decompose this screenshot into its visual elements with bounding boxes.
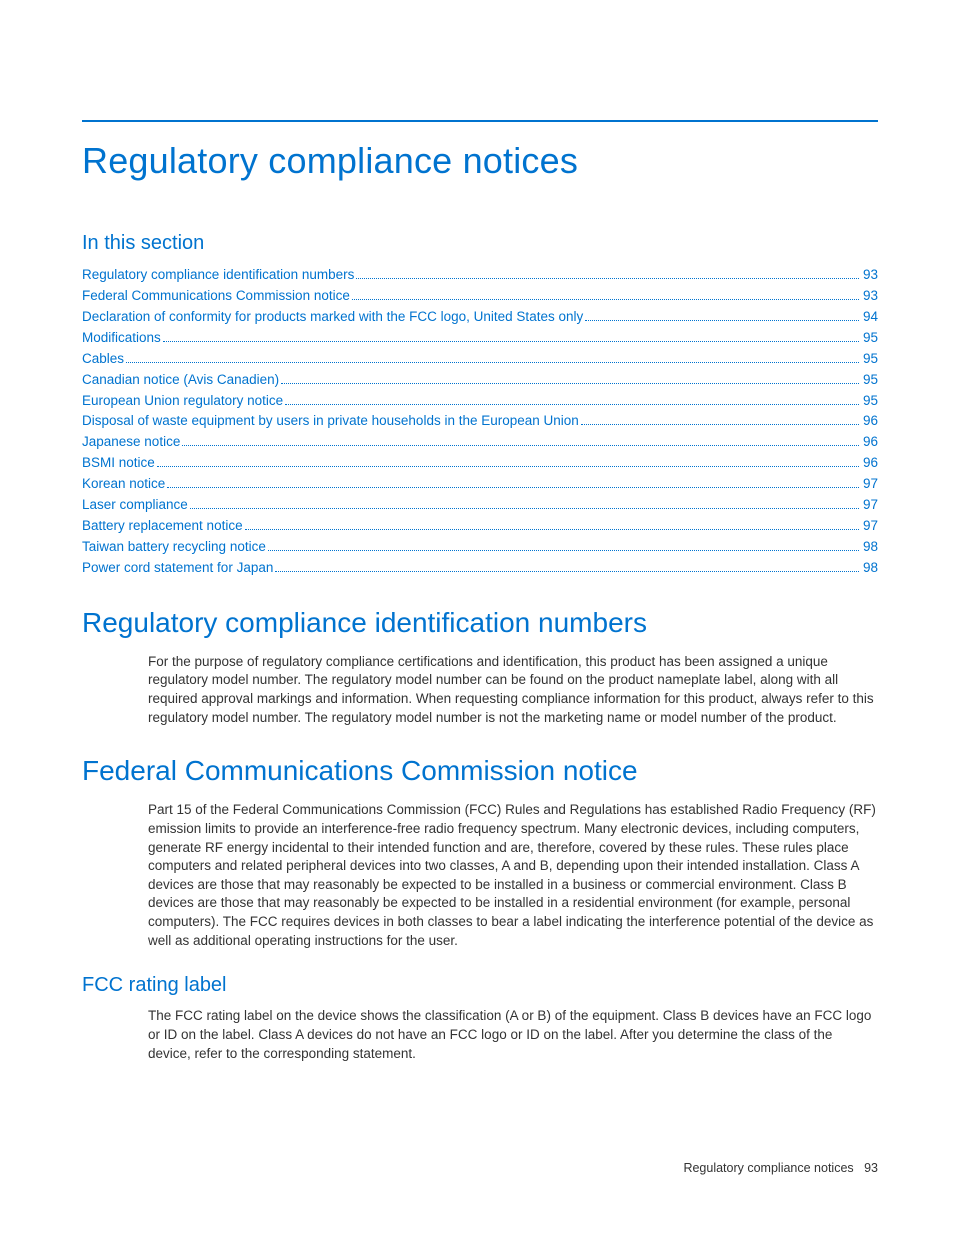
toc-label: Korean notice bbox=[82, 474, 165, 495]
toc-page-number: 96 bbox=[863, 411, 878, 432]
toc-row[interactable]: Canadian notice (Avis Canadien) 95 bbox=[82, 370, 878, 391]
toc-page-number: 93 bbox=[863, 265, 878, 286]
section-heading-fcc: Federal Communications Commission notice bbox=[82, 755, 878, 787]
toc-page-number: 95 bbox=[863, 391, 878, 412]
toc-row[interactable]: Korean notice 97 bbox=[82, 474, 878, 495]
toc-leader-dots bbox=[157, 466, 859, 467]
toc-leader-dots bbox=[182, 445, 859, 446]
toc-row[interactable]: Declaration of conformity for products m… bbox=[82, 307, 878, 328]
top-rule bbox=[82, 120, 878, 122]
toc-row[interactable]: Laser compliance 97 bbox=[82, 495, 878, 516]
toc-leader-dots bbox=[245, 529, 859, 530]
toc-leader-dots bbox=[285, 404, 859, 405]
toc-row[interactable]: Power cord statement for Japan 98 bbox=[82, 558, 878, 579]
toc-leader-dots bbox=[163, 341, 859, 342]
toc-page-number: 95 bbox=[863, 328, 878, 349]
toc-page-number: 97 bbox=[863, 495, 878, 516]
toc-leader-dots bbox=[281, 383, 859, 384]
toc-label: Modifications bbox=[82, 328, 161, 349]
toc-row[interactable]: Federal Communications Commission notice… bbox=[82, 286, 878, 307]
toc-row[interactable]: Disposal of waste equipment by users in … bbox=[82, 411, 878, 432]
toc-label: Power cord statement for Japan bbox=[82, 558, 273, 579]
toc-row[interactable]: Modifications 95 bbox=[82, 328, 878, 349]
toc-leader-dots bbox=[167, 487, 859, 488]
toc-label: Cables bbox=[82, 349, 124, 370]
toc-label: Japanese notice bbox=[82, 432, 180, 453]
toc-label: Battery replacement notice bbox=[82, 516, 243, 537]
toc-row[interactable]: Battery replacement notice 97 bbox=[82, 516, 878, 537]
page-footer: Regulatory compliance notices 93 bbox=[683, 1161, 878, 1175]
toc-leader-dots bbox=[190, 508, 859, 509]
toc-label: European Union regulatory notice bbox=[82, 391, 283, 412]
in-this-section-heading: In this section bbox=[82, 232, 878, 255]
section-body-fcc: Part 15 of the Federal Communications Co… bbox=[148, 801, 878, 950]
toc-row[interactable]: Cables 95 bbox=[82, 349, 878, 370]
toc-label: Disposal of waste equipment by users in … bbox=[82, 411, 579, 432]
toc-row[interactable]: BSMI notice 96 bbox=[82, 453, 878, 474]
toc-label: Regulatory compliance identification num… bbox=[82, 265, 354, 286]
page-title: Regulatory compliance notices bbox=[82, 140, 878, 182]
table-of-contents: Regulatory compliance identification num… bbox=[82, 265, 878, 579]
toc-label: Taiwan battery recycling notice bbox=[82, 537, 266, 558]
toc-page-number: 97 bbox=[863, 474, 878, 495]
toc-page-number: 93 bbox=[863, 286, 878, 307]
toc-page-number: 95 bbox=[863, 370, 878, 391]
toc-row[interactable]: Japanese notice 96 bbox=[82, 432, 878, 453]
toc-row[interactable]: European Union regulatory notice 95 bbox=[82, 391, 878, 412]
section-body-reg-id: For the purpose of regulatory compliance… bbox=[148, 653, 878, 728]
toc-page-number: 95 bbox=[863, 349, 878, 370]
footer-text: Regulatory compliance notices bbox=[683, 1161, 853, 1175]
footer-page-number: 93 bbox=[864, 1161, 878, 1175]
toc-label: Declaration of conformity for products m… bbox=[82, 307, 583, 328]
toc-label: BSMI notice bbox=[82, 453, 155, 474]
toc-page-number: 98 bbox=[863, 537, 878, 558]
toc-page-number: 98 bbox=[863, 558, 878, 579]
toc-label: Laser compliance bbox=[82, 495, 188, 516]
toc-row[interactable]: Regulatory compliance identification num… bbox=[82, 265, 878, 286]
section-heading-reg-id: Regulatory compliance identification num… bbox=[82, 607, 878, 639]
toc-label: Canadian notice (Avis Canadien) bbox=[82, 370, 279, 391]
section-body-fcc-rating: The FCC rating label on the device shows… bbox=[148, 1007, 878, 1063]
toc-leader-dots bbox=[275, 571, 859, 572]
toc-page-number: 96 bbox=[863, 432, 878, 453]
toc-leader-dots bbox=[268, 550, 859, 551]
subsection-heading-fcc-rating: FCC rating label bbox=[82, 974, 878, 997]
toc-leader-dots bbox=[126, 362, 859, 363]
toc-page-number: 96 bbox=[863, 453, 878, 474]
toc-label: Federal Communications Commission notice bbox=[82, 286, 350, 307]
toc-page-number: 94 bbox=[863, 307, 878, 328]
toc-leader-dots bbox=[352, 299, 859, 300]
toc-leader-dots bbox=[585, 320, 859, 321]
toc-row[interactable]: Taiwan battery recycling notice 98 bbox=[82, 537, 878, 558]
toc-leader-dots bbox=[356, 278, 859, 279]
toc-page-number: 97 bbox=[863, 516, 878, 537]
toc-leader-dots bbox=[581, 424, 859, 425]
